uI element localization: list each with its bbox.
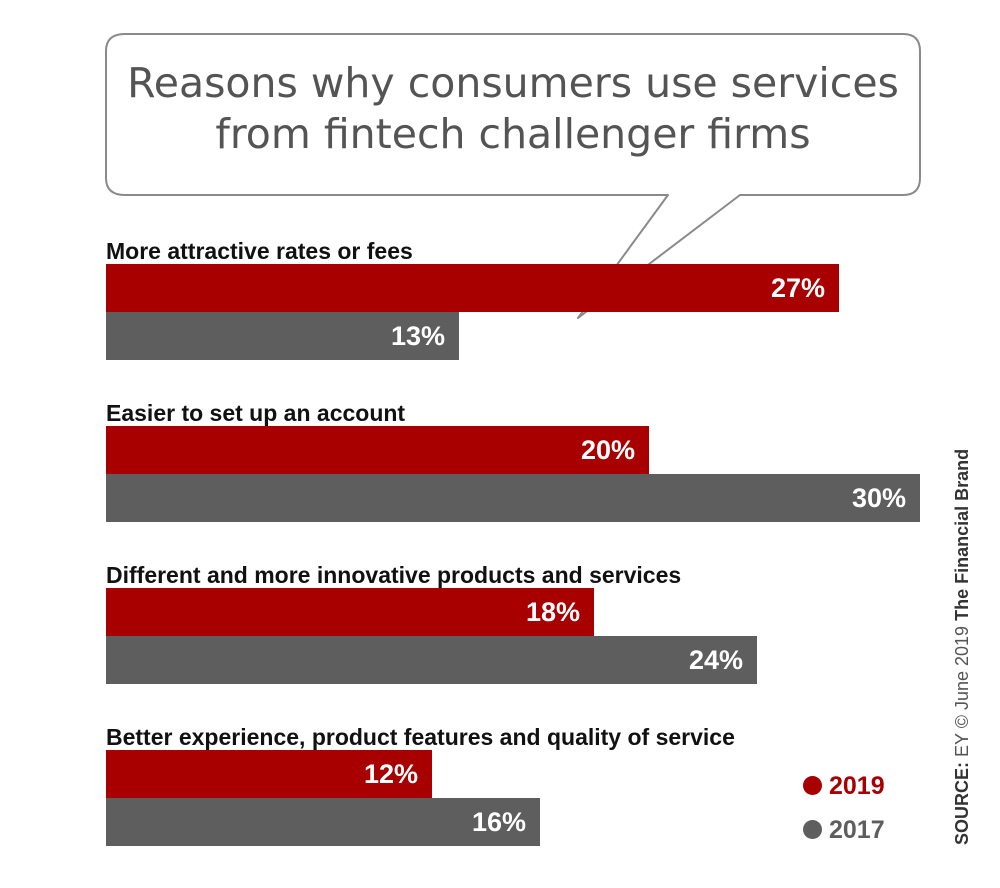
legend-item-2019: 2019 — [803, 772, 885, 801]
category-label: More attractive rates or fees — [106, 238, 413, 264]
legend-label-2017: 2017 — [829, 816, 885, 844]
bar-2019: 20% — [106, 426, 649, 474]
category-label: Better experience, product features and … — [106, 724, 735, 750]
source-credit: SOURCE: EY © June 2019 The Financial Bra… — [952, 449, 973, 845]
category-label: Easier to set up an account — [106, 400, 406, 426]
bar-2017: 30% — [106, 474, 920, 522]
bar-2017: 13% — [106, 312, 459, 360]
bar-2017: 24% — [106, 636, 757, 684]
bar-value-label: 30% — [851, 483, 906, 513]
legend-label-2019: 2019 — [829, 772, 885, 800]
chart-title: Reasons why consumers use services from … — [108, 58, 918, 160]
bar-2019: 18% — [106, 588, 594, 636]
category-label: Different and more innovative products a… — [106, 562, 682, 588]
bar-value-label: 13% — [390, 321, 445, 351]
source-prefix: SOURCE: — [952, 761, 972, 845]
source-text: EY © June 2019 — [952, 625, 972, 757]
bar-2019: 12% — [106, 750, 432, 798]
bar-value-label: 20% — [580, 435, 635, 465]
legend-dot-icon-2017 — [803, 819, 822, 839]
chart-title-line-1: Reasons why consumers use services — [127, 59, 899, 107]
bar-value-label: 12% — [363, 759, 418, 789]
chart-title-line-2: from fintech challenger firms — [215, 110, 811, 158]
source-brand: The Financial Brand — [952, 448, 972, 621]
bar-value-label: 27% — [770, 273, 825, 303]
legend-dot-icon-2019 — [803, 775, 822, 795]
bar-value-label: 18% — [525, 597, 580, 627]
legend-item-2017: 2017 — [803, 816, 885, 845]
bar-value-label: 24% — [688, 645, 743, 675]
bar-value-label: 16% — [471, 807, 526, 837]
bar-2017: 16% — [106, 798, 540, 846]
bar-2019: 27% — [106, 264, 839, 312]
